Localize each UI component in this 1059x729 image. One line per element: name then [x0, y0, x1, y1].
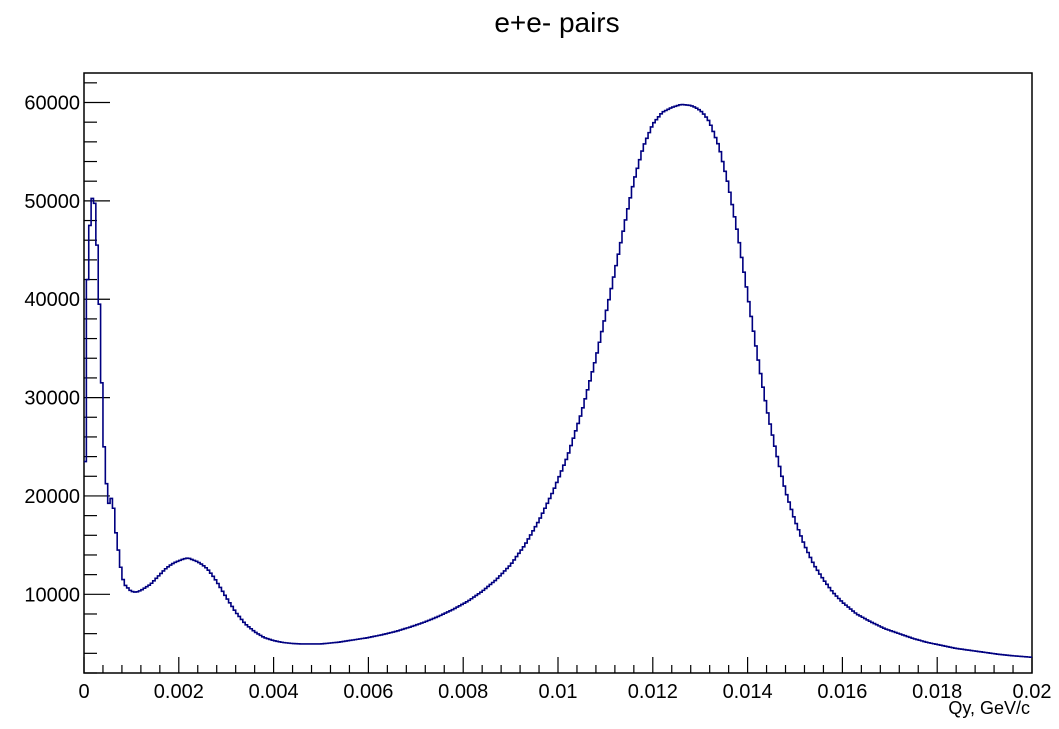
x-tick-label: 0	[78, 681, 89, 703]
x-tick-label: 0.02	[1013, 681, 1052, 703]
y-tick-label: 20000	[24, 486, 80, 508]
x-axis: 0 0.002 0.004 0.006 0.008 0.01 0.012 0.014 0.016…	[78, 657, 1051, 703]
y-tick-label: 60000	[24, 93, 80, 115]
y-tick-label: 50000	[24, 191, 80, 213]
x-axis-label: Qy, GeV/c	[948, 698, 1030, 718]
x-tick-label: 0.018	[912, 681, 962, 703]
x-tick-label: 0.01	[539, 681, 578, 703]
x-tick-label: 0.002	[154, 681, 204, 703]
series-line	[84, 103, 1032, 658]
x-tick-label: 0.004	[249, 681, 299, 703]
y-tick-label: 40000	[24, 289, 80, 311]
plot-frame	[83, 72, 1033, 674]
y-tick-label: 30000	[24, 388, 80, 410]
x-tick-label: 0.008	[438, 681, 488, 703]
x-tick-label: 0.012	[628, 681, 678, 703]
y-tick-label: 10000	[24, 584, 80, 606]
x-tick-label: 0.014	[723, 681, 773, 703]
x-tick-label: 0.006	[343, 681, 393, 703]
x-tick-label: 0.016	[817, 681, 867, 703]
chart-title: e+e- pairs	[494, 7, 619, 38]
y-axis: 10000 20000 30000 40000 50000 60000	[24, 82, 110, 674]
